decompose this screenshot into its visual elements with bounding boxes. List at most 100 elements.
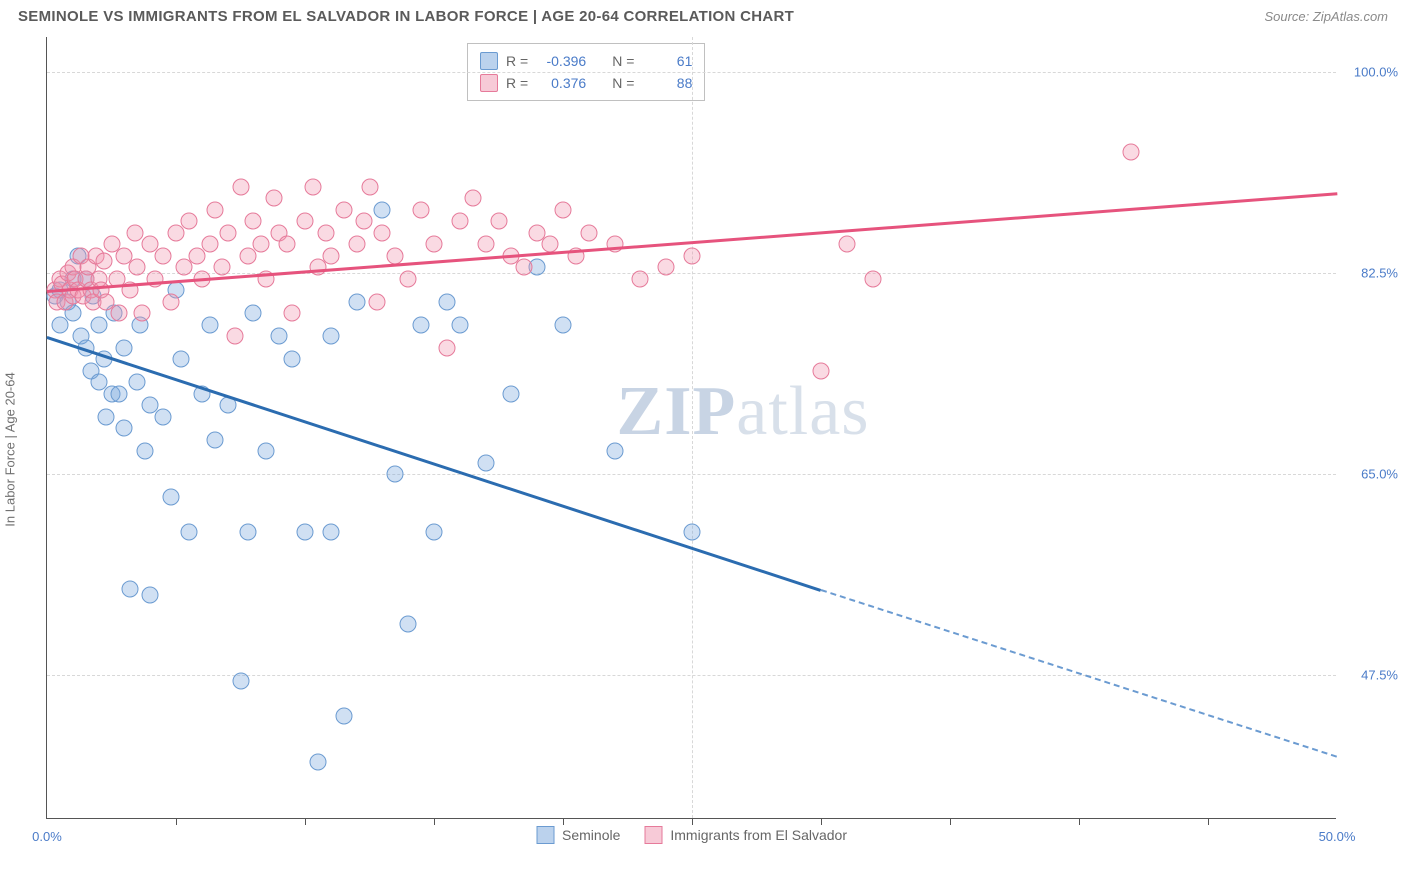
x-tick [563, 818, 564, 825]
data-point [335, 201, 352, 218]
data-point [322, 247, 339, 264]
data-point [219, 224, 236, 241]
data-point [201, 316, 218, 333]
n-label: N = [612, 53, 634, 69]
x-tick [950, 818, 951, 825]
x-tick [1208, 818, 1209, 825]
data-point [322, 523, 339, 540]
data-point [309, 753, 326, 770]
watermark-bold: ZIP [617, 373, 737, 450]
data-point [206, 201, 223, 218]
data-point [477, 236, 494, 253]
data-point [155, 408, 172, 425]
legend-label: Immigrants from El Salvador [670, 827, 847, 843]
data-point [361, 178, 378, 195]
data-point [387, 247, 404, 264]
data-point [232, 673, 249, 690]
data-point [201, 236, 218, 253]
data-point [348, 236, 365, 253]
data-point [111, 385, 128, 402]
n-value-seminole: 61 [642, 53, 692, 69]
data-point [555, 201, 572, 218]
x-tick [176, 818, 177, 825]
data-point [632, 270, 649, 287]
data-point [227, 328, 244, 345]
data-point [266, 190, 283, 207]
x-tick [434, 818, 435, 825]
y-tick-label: 65.0% [1361, 467, 1398, 482]
data-point [387, 466, 404, 483]
chart-header: SEMINOLE VS IMMIGRANTS FROM EL SALVADOR … [0, 0, 1406, 37]
data-point [503, 385, 520, 402]
data-point [516, 259, 533, 276]
watermark: ZIPatlas [617, 372, 870, 452]
data-point [232, 178, 249, 195]
data-point [297, 213, 314, 230]
data-point [245, 305, 262, 322]
data-point [137, 443, 154, 460]
data-point [126, 224, 143, 241]
data-point [240, 523, 257, 540]
x-tick-label: 50.0% [1319, 829, 1356, 844]
data-point [451, 316, 468, 333]
data-point [214, 259, 231, 276]
swatch-pink [480, 74, 498, 92]
x-tick [692, 818, 693, 825]
x-tick [821, 818, 822, 825]
trend-line [821, 589, 1338, 758]
y-tick-label: 47.5% [1361, 668, 1398, 683]
data-point [438, 293, 455, 310]
data-point [142, 586, 159, 603]
data-point [400, 615, 417, 632]
series-legend: Seminole Immigrants from El Salvador [536, 826, 847, 844]
x-tick-label: 0.0% [32, 829, 62, 844]
r-label: R = [506, 53, 528, 69]
data-point [304, 178, 321, 195]
gridline-v [692, 37, 693, 818]
data-point [490, 213, 507, 230]
data-point [271, 328, 288, 345]
data-point [356, 213, 373, 230]
data-point [426, 523, 443, 540]
swatch-pink [644, 826, 662, 844]
y-tick-label: 100.0% [1354, 64, 1398, 79]
data-point [173, 351, 190, 368]
watermark-light: atlas [736, 373, 869, 450]
data-point [413, 316, 430, 333]
data-point [606, 443, 623, 460]
data-point [813, 362, 830, 379]
data-point [451, 213, 468, 230]
legend-row-seminole: R = -0.396 N = 61 [480, 50, 692, 72]
data-point [253, 236, 270, 253]
data-point [426, 236, 443, 253]
r-value-seminole: -0.396 [536, 53, 586, 69]
data-point [369, 293, 386, 310]
data-point [542, 236, 559, 253]
chart-container: In Labor Force | Age 20-64 ZIPatlas R = … [18, 37, 1388, 847]
data-point [374, 201, 391, 218]
n-value-elsalvador: 88 [642, 75, 692, 91]
data-point [111, 305, 128, 322]
data-point [580, 224, 597, 241]
data-point [684, 523, 701, 540]
legend-item-elsalvador: Immigrants from El Salvador [644, 826, 847, 844]
data-point [555, 316, 572, 333]
data-point [400, 270, 417, 287]
data-point [258, 443, 275, 460]
data-point [98, 408, 115, 425]
data-point [180, 523, 197, 540]
data-point [658, 259, 675, 276]
data-point [206, 431, 223, 448]
r-value-elsalvador: 0.376 [536, 75, 586, 91]
data-point [129, 374, 146, 391]
data-point [348, 293, 365, 310]
data-point [155, 247, 172, 264]
swatch-blue [536, 826, 554, 844]
data-point [464, 190, 481, 207]
data-point [134, 305, 151, 322]
data-point [374, 224, 391, 241]
y-axis-label: In Labor Force | Age 20-64 [3, 372, 18, 526]
n-label: N = [612, 75, 634, 91]
data-point [413, 201, 430, 218]
x-tick [1079, 818, 1080, 825]
